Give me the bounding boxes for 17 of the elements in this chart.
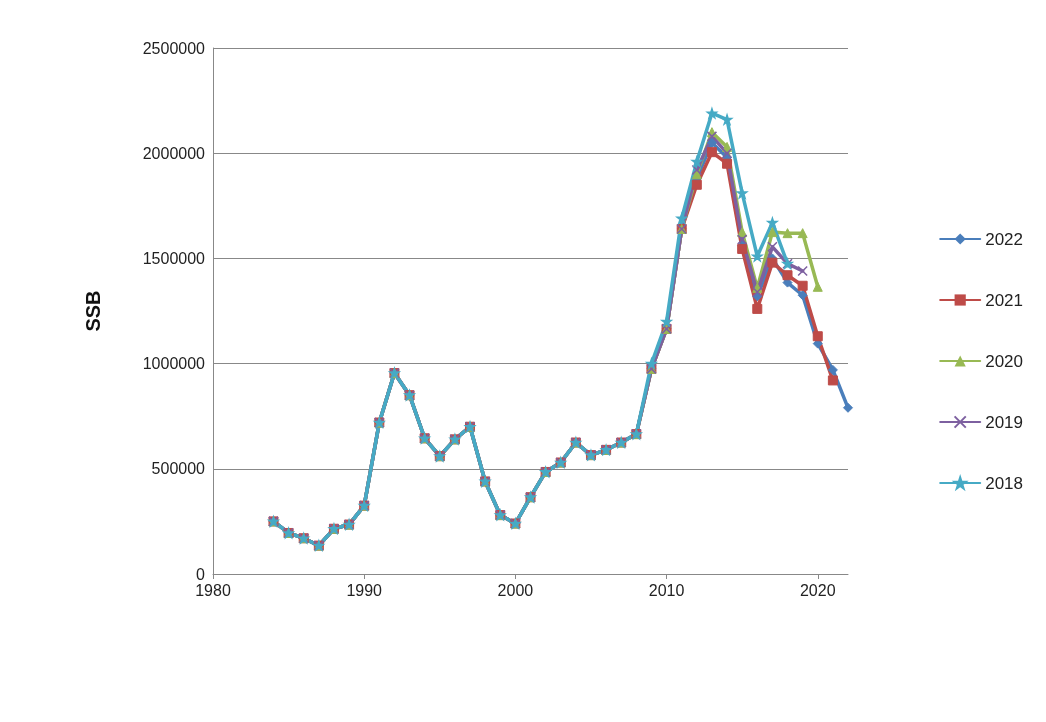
x-tick-label: 1990 bbox=[346, 581, 383, 599]
x-tick-label: 2000 bbox=[497, 581, 534, 599]
y-tick-label: 1000000 bbox=[142, 355, 206, 373]
legend-label: 2019 bbox=[985, 412, 1024, 432]
x-tick-label: 2020 bbox=[799, 581, 836, 599]
legend-label: 2018 bbox=[985, 473, 1024, 493]
y-tick-label: 1500000 bbox=[142, 249, 206, 267]
y-tick-label: 2000000 bbox=[142, 144, 206, 162]
legend-label: 2022 bbox=[985, 229, 1024, 249]
y-tick-label: 500000 bbox=[151, 460, 206, 478]
y-tick-label: 0 bbox=[196, 565, 206, 583]
legend-label: 2020 bbox=[985, 351, 1024, 371]
x-tick-label: 2010 bbox=[648, 581, 685, 599]
y-tick-label: 2500000 bbox=[142, 39, 206, 57]
legend-label: 2021 bbox=[985, 290, 1024, 310]
x-tick-label: 1980 bbox=[195, 581, 231, 599]
y-axis-title: SSB bbox=[82, 290, 104, 332]
